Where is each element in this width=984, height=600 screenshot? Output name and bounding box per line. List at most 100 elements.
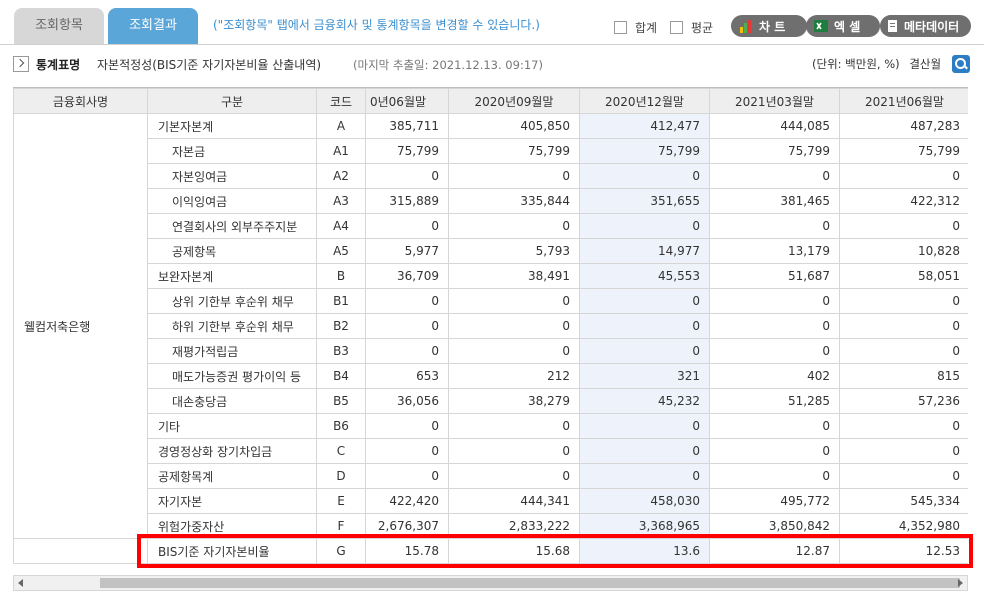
value-cell: 0 [709, 288, 840, 314]
value-cell: 815 [839, 363, 968, 389]
value-cell: 0 [709, 213, 840, 239]
table-row[interactable]: 보완자본계 B 36,709 38,491 45,553 51,687 58,051 [14, 263, 968, 289]
table-row[interactable]: 기타 B6 0 0 0 0 0 [14, 413, 968, 439]
header-period: 2020년09월말 [448, 88, 580, 114]
value-cell: 545,334 [839, 488, 968, 514]
chart-button[interactable]: 차 트 [731, 15, 807, 37]
value-cell: 0 [839, 413, 968, 439]
metadata-button-label: 메타데이터 [904, 19, 960, 34]
table-row[interactable]: 매도가능증권 평가이익 등 B4 653 212 321 402 815 [14, 363, 968, 389]
value-cell: 487,283 [839, 113, 968, 139]
unit-label: (단위: 백만원, %) 결산월 [812, 56, 941, 72]
value-cell: 0 [709, 313, 840, 339]
row-code: B1 [316, 288, 366, 314]
chart-icon [740, 20, 751, 33]
row-code: A5 [316, 238, 366, 264]
value-cell: 51,285 [709, 388, 840, 414]
value-cell: 0 [448, 338, 580, 364]
scrollbar-thumb[interactable] [100, 578, 960, 588]
value-cell: 0 [365, 213, 449, 239]
horizontal-scrollbar[interactable] [13, 575, 968, 591]
table-row[interactable]: 공제항목계 D 0 0 0 0 0 [14, 463, 968, 489]
value-cell: 0 [839, 438, 968, 464]
scroll-left-icon[interactable] [18, 579, 23, 587]
scroll-right-icon[interactable] [958, 579, 963, 587]
value-cell: 38,491 [448, 263, 580, 289]
table-row[interactable]: 이익잉여금 A3 315,889 335,844 351,655 381,465 422,3… [14, 188, 968, 214]
value-cell: 3,850,842 [709, 513, 840, 539]
avg-option[interactable]: 평균 [670, 19, 713, 36]
table-row[interactable]: 하위 기한부 후순위 채무 B2 0 0 0 0 0 [14, 313, 968, 339]
excel-icon [814, 20, 828, 32]
table-row[interactable]: 재평가적립금 B3 0 0 0 0 0 [14, 338, 968, 364]
value-cell: 12.53 [839, 538, 968, 564]
value-cell: 0 [365, 288, 449, 314]
table-row[interactable]: 경영정상화 장기차입금 C 0 0 0 0 0 [14, 438, 968, 464]
value-cell: 45,232 [579, 388, 710, 414]
table-row[interactable]: 공제항목 A5 5,977 5,793 14,977 13,179 10,828 [14, 238, 968, 264]
value-cell: 0 [448, 463, 580, 489]
value-cell: 36,056 [365, 388, 449, 414]
search-icon[interactable] [952, 55, 970, 73]
sum-checkbox[interactable] [614, 21, 627, 34]
value-cell: 0 [448, 213, 580, 239]
value-cell: 0 [365, 338, 449, 364]
table-row[interactable]: 웰컴저축은행 기본자본계 A 385,711 405,850 412,477 444,085… [13, 113, 968, 539]
row-label: 경영정상화 장기차입금 [147, 438, 317, 464]
tab-query-results[interactable]: 조회결과 [108, 8, 198, 44]
value-cell: 51,687 [709, 263, 840, 289]
metadata-button[interactable]: 메타데이터 [880, 15, 971, 37]
row-code: C [316, 438, 366, 464]
row-code: A2 [316, 163, 366, 189]
results-table-container[interactable]: 금융회사명 구분 코드 0년06월말 2020년09월말 2020년12월말 2… [13, 87, 968, 564]
value-cell: 0 [709, 163, 840, 189]
row-label: 공제항목 [147, 238, 317, 264]
row-code: A [316, 113, 366, 139]
row-label: 하위 기한부 후순위 채무 [147, 313, 317, 339]
value-cell: 385,711 [365, 113, 449, 139]
avg-checkbox[interactable] [670, 21, 683, 34]
table-row[interactable]: 대손충당금 B5 36,056 38,279 45,232 51,285 57,236 [14, 388, 968, 414]
value-cell: 0 [579, 163, 710, 189]
chart-button-label: 차 트 [759, 19, 786, 34]
tab-underline [0, 44, 984, 45]
header-code: 코드 [316, 88, 366, 114]
expand-arrow-icon[interactable] [13, 56, 29, 72]
row-code: D [316, 463, 366, 489]
stat-label: 통계표명 [36, 58, 81, 72]
table-row[interactable]: 자본잉여금 A2 0 0 0 0 0 [14, 163, 968, 189]
table-row[interactable]: BIS기준 자기자본비율 G 15.78 15.68 13.6 12.87 12.53 [13, 538, 968, 564]
tab-query-items[interactable]: 조회항목 [14, 8, 104, 44]
table-row[interactable]: 연결회사의 외부주주지분 A4 0 0 0 0 0 [14, 213, 968, 239]
value-cell: 0 [365, 313, 449, 339]
value-cell: 0 [579, 213, 710, 239]
row-label: 자본금 [147, 138, 317, 164]
value-cell: 0 [579, 463, 710, 489]
value-cell: 422,312 [839, 188, 968, 214]
table-row[interactable]: 자본금 A1 75,799 75,799 75,799 75,799 75,799 [14, 138, 968, 164]
sum-option[interactable]: 합계 [614, 19, 657, 36]
value-cell: 0 [839, 313, 968, 339]
value-cell: 422,420 [365, 488, 449, 514]
stat-extract-date: (마지막 추출일: 2021.12.13. 09:17) [353, 58, 543, 72]
value-cell: 14,977 [579, 238, 710, 264]
tab-bar: 조회항목 조회결과 [14, 8, 202, 44]
value-cell: 10,828 [839, 238, 968, 264]
value-cell: 75,799 [448, 138, 580, 164]
header-company: 금융회사명 [13, 88, 148, 114]
value-cell: 57,236 [839, 388, 968, 414]
table-row[interactable]: 상위 기한부 후순위 채무 B1 0 0 0 0 0 [14, 288, 968, 314]
company-name: 웰컴저축은행 [13, 113, 148, 539]
value-cell: 75,799 [709, 138, 840, 164]
excel-button[interactable]: 엑 셀 [806, 15, 880, 37]
value-cell: 12.87 [709, 538, 840, 564]
row-label: 매도가능증권 평가이익 등 [147, 363, 317, 389]
table-header-row: 금융회사명 구분 코드 0년06월말 2020년09월말 2020년12월말 2… [13, 88, 968, 114]
value-cell: 0 [579, 288, 710, 314]
value-cell: 5,977 [365, 238, 449, 264]
hint-text: ("조회항목" 탭에서 금융회사 및 통계항목을 변경할 수 있습니다.) [213, 18, 540, 32]
table-row[interactable]: 자기자본 E 422,420 444,341 458,030 495,772 545,334 [14, 488, 968, 514]
value-cell: 13.6 [579, 538, 710, 564]
row-code: B2 [316, 313, 366, 339]
value-cell: 0 [709, 338, 840, 364]
